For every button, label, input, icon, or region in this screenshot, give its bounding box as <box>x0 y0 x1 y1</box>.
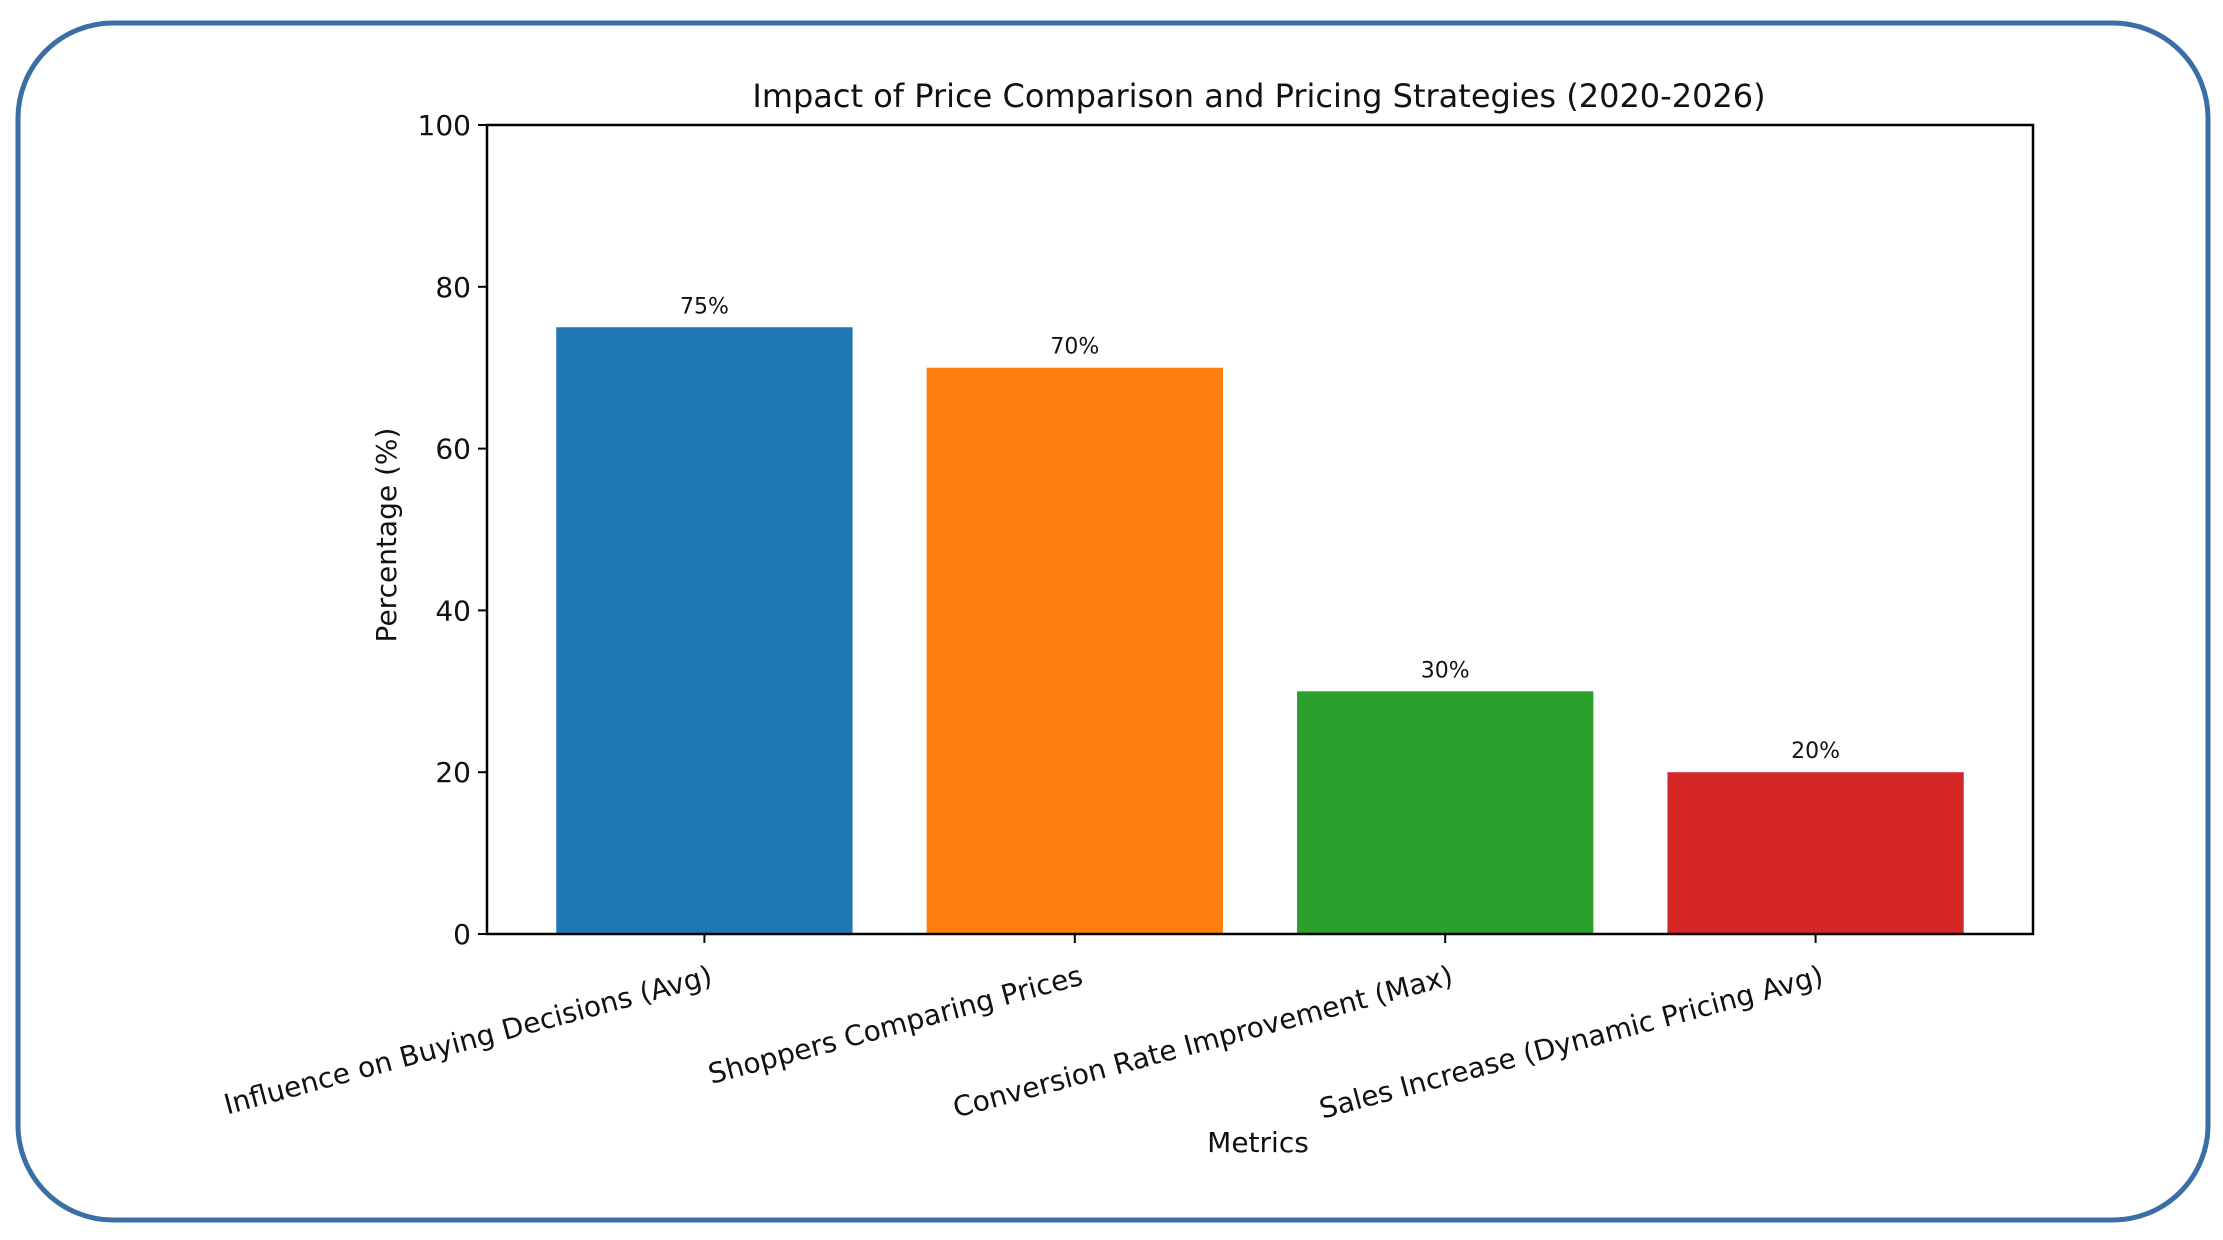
bar-data-label: 30% <box>1421 658 1470 683</box>
y-tick-label: 100 <box>418 109 471 142</box>
y-tick-label: 0 <box>453 918 471 951</box>
y-tick-label: 20 <box>435 756 471 789</box>
plot-area-frame <box>485 123 2035 936</box>
y-tick-label: 80 <box>435 271 471 304</box>
x-axis-label: Metrics <box>1207 1126 1309 1159</box>
bar-data-label: 75% <box>680 294 729 319</box>
bar <box>1297 691 1594 934</box>
chart-title: Impact of Price Comparison and Pricing S… <box>752 77 1765 115</box>
y-tick-label: 60 <box>435 433 471 466</box>
bar-data-label: 20% <box>1791 739 1840 764</box>
y-axis-label: Percentage (%) <box>370 428 403 643</box>
y-tick-label: 40 <box>435 594 471 627</box>
bar <box>556 327 853 934</box>
bar <box>926 367 1223 934</box>
bar-data-label: 70% <box>1050 335 1099 360</box>
bar <box>1667 772 1964 934</box>
